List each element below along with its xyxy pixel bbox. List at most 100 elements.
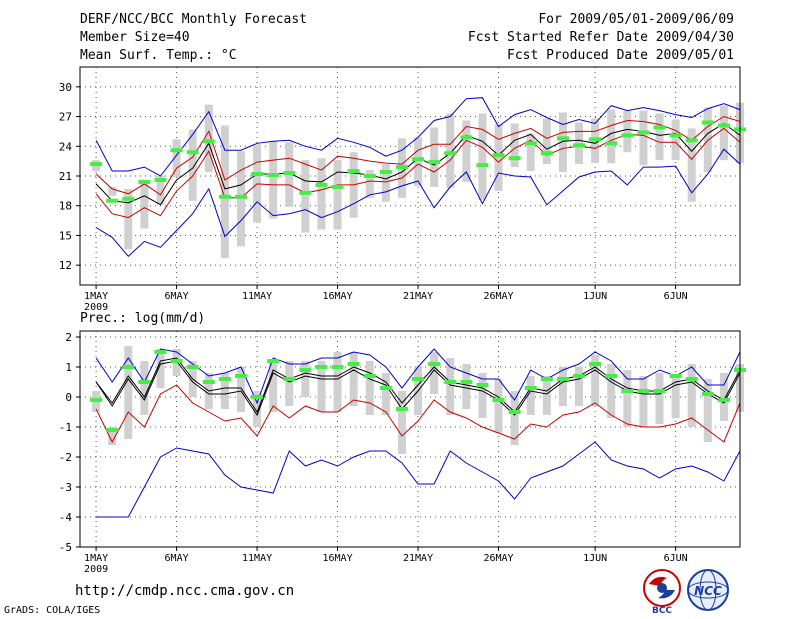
chart-title: DERF/NCC/BCC Monthly Forecast bbox=[80, 12, 307, 27]
observed-mark bbox=[363, 374, 376, 378]
observed-mark bbox=[202, 380, 215, 384]
x-tick-label: 16MAY bbox=[323, 291, 353, 302]
observed-mark bbox=[573, 374, 586, 378]
ensemble-box bbox=[124, 188, 133, 250]
observed-mark bbox=[573, 143, 586, 148]
y-tick-label: -1 bbox=[59, 421, 72, 434]
observed-mark bbox=[267, 359, 280, 363]
ensemble-box bbox=[333, 160, 342, 230]
ensemble-box bbox=[446, 358, 455, 415]
x-tick-label: 21MAY bbox=[403, 291, 433, 302]
observed-mark bbox=[90, 162, 103, 167]
x-tick-label: 1JUN bbox=[583, 553, 607, 564]
observed-mark bbox=[556, 136, 569, 141]
ensemble-box bbox=[381, 164, 390, 202]
observed-mark bbox=[685, 377, 698, 381]
observed-mark bbox=[653, 125, 666, 130]
observed-mark bbox=[653, 389, 666, 393]
x-tick-label: 2009 bbox=[84, 564, 108, 575]
observed-mark bbox=[637, 130, 650, 135]
ensemble-box bbox=[414, 137, 423, 186]
ensemble-box bbox=[510, 123, 519, 168]
source-url[interactable]: http://cmdp.ncc.cma.gov.cn bbox=[75, 583, 295, 599]
observed-mark bbox=[412, 377, 425, 381]
ensemble-box bbox=[719, 373, 728, 421]
ensemble-box bbox=[317, 361, 326, 412]
ensemble-box bbox=[478, 373, 487, 418]
ensemble-box bbox=[462, 364, 471, 409]
ncc-logo-text: NCC bbox=[694, 584, 722, 598]
ensemble-box bbox=[220, 125, 229, 259]
observed-mark bbox=[122, 196, 135, 201]
observed-mark bbox=[379, 170, 392, 175]
forecast-started-date: Fcst Started Refer Date 2009/04/30 bbox=[467, 30, 734, 45]
observed-mark bbox=[267, 173, 280, 178]
observed-mark bbox=[428, 160, 441, 165]
ensemble-box bbox=[542, 376, 551, 415]
observed-mark bbox=[363, 174, 376, 178]
observed-mark bbox=[605, 374, 618, 378]
ensemble-box bbox=[381, 373, 390, 415]
x-tick-label: 6MAY bbox=[165, 291, 189, 302]
ensemble-box bbox=[172, 139, 181, 177]
observed-mark bbox=[234, 374, 247, 378]
ensemble-box bbox=[108, 427, 117, 445]
ensemble-box bbox=[607, 364, 616, 418]
ensemble-box bbox=[285, 361, 294, 406]
ensemble-box bbox=[301, 361, 310, 397]
ensemble-box bbox=[269, 361, 278, 412]
y-tick-label: 1 bbox=[65, 361, 72, 374]
ensemble-box bbox=[108, 186, 117, 196]
x-tick-label: 26MAY bbox=[483, 291, 513, 302]
ensemble-box bbox=[317, 158, 326, 230]
observed-mark bbox=[589, 362, 602, 366]
ensemble-box bbox=[687, 364, 696, 427]
observed-mark bbox=[283, 171, 296, 176]
observed-mark bbox=[492, 398, 505, 402]
ensemble-box bbox=[140, 180, 149, 229]
ensemble-box bbox=[542, 118, 551, 165]
x-tick-label: 6JUN bbox=[664, 553, 688, 564]
ensemble-box bbox=[526, 133, 535, 172]
observed-mark bbox=[379, 386, 392, 390]
observed-mark bbox=[138, 179, 151, 184]
x-tick-label: 1MAY bbox=[84, 553, 108, 564]
observed-mark bbox=[122, 365, 135, 369]
observed-mark bbox=[524, 386, 537, 390]
series-line-min bbox=[96, 441, 741, 518]
observed-mark bbox=[621, 389, 634, 393]
y-tick-label: 0 bbox=[65, 391, 72, 404]
series-line-min bbox=[95, 148, 741, 258]
observed-mark bbox=[395, 407, 408, 411]
observed-mark bbox=[154, 350, 167, 354]
y-tick-label: 12 bbox=[59, 259, 72, 272]
forecast-produced-date: Fcst Produced Date 2009/05/01 bbox=[507, 48, 734, 63]
observed-mark bbox=[395, 165, 408, 170]
plot-frame bbox=[79, 330, 741, 548]
observed-mark bbox=[186, 365, 199, 369]
ensemble-box bbox=[156, 349, 165, 388]
observed-mark bbox=[476, 163, 489, 168]
observed-mark bbox=[428, 362, 441, 366]
ensemble-box bbox=[655, 373, 664, 424]
observed-mark bbox=[605, 141, 618, 146]
ensemble-box bbox=[188, 129, 197, 201]
ensemble-box bbox=[301, 160, 310, 233]
x-tick-label: 6MAY bbox=[165, 553, 189, 564]
observed-mark bbox=[106, 428, 119, 432]
ensemble-box bbox=[124, 346, 133, 439]
x-tick-label: 21MAY bbox=[403, 553, 433, 564]
observed-mark bbox=[476, 383, 489, 387]
x-tick-label: 1MAY bbox=[84, 291, 108, 302]
ensemble-box bbox=[703, 379, 712, 442]
x-tick-label: 2009 bbox=[84, 302, 108, 313]
y-tick-label: -2 bbox=[59, 451, 72, 464]
observed-mark bbox=[717, 123, 730, 128]
ensemble-box bbox=[156, 176, 165, 205]
observed-mark bbox=[218, 377, 231, 381]
observed-mark bbox=[540, 151, 553, 156]
observed-mark bbox=[460, 135, 473, 140]
x-tick-label: 6JUN bbox=[664, 291, 688, 302]
y-tick-label: 24 bbox=[59, 140, 73, 153]
observed-mark bbox=[299, 368, 312, 372]
